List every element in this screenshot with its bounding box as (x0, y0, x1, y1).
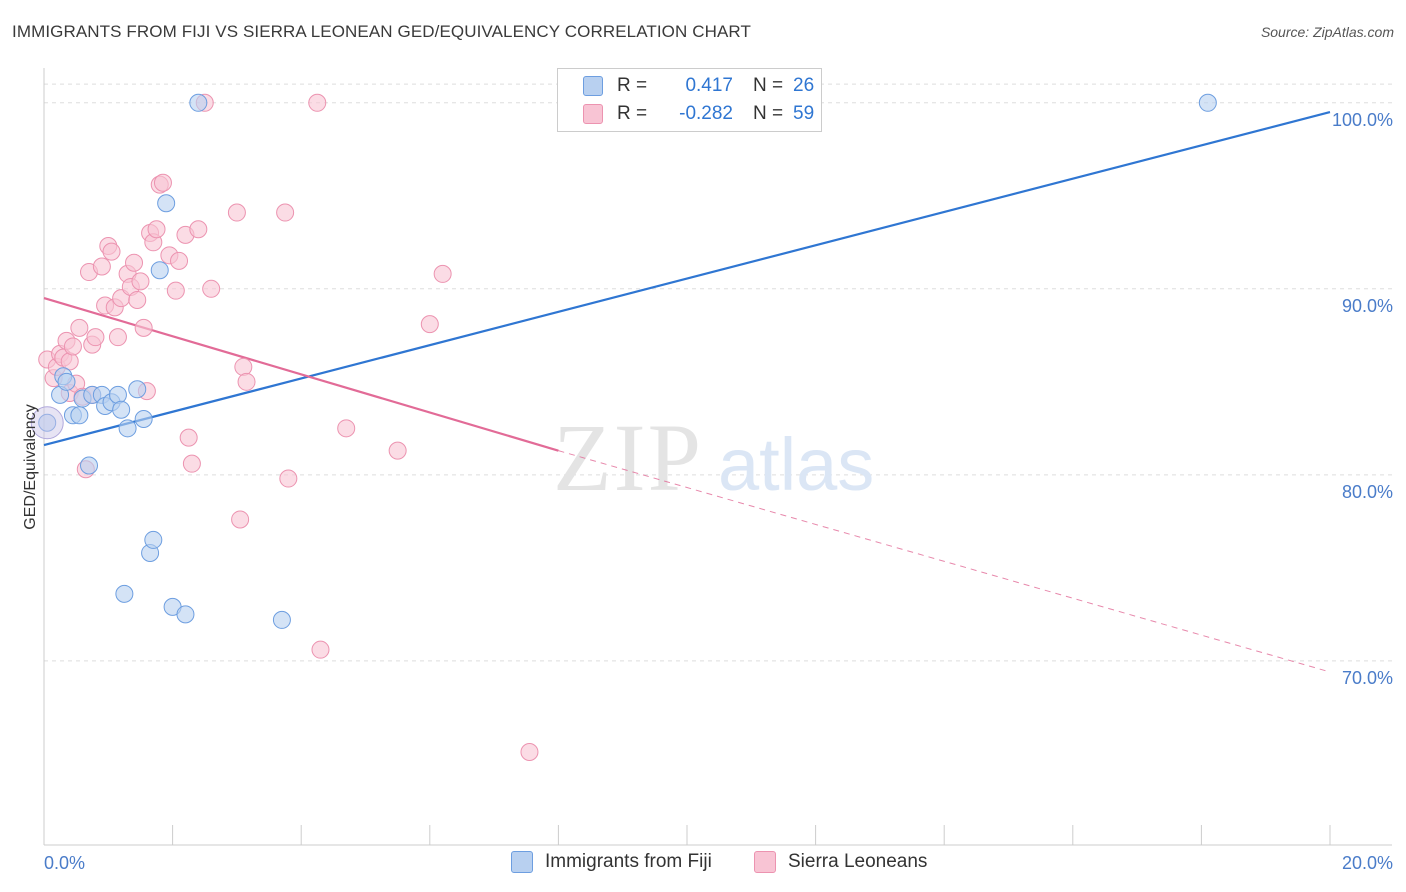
pink-data-point (189, 220, 208, 239)
blue-data-point (118, 419, 137, 438)
y-tick-label: 80.0% (1342, 482, 1393, 502)
correlation-legend: R = 0.417 N = 26 R = -0.282 N = 59 (557, 68, 822, 132)
legend-label-sierra: Sierra Leoneans (788, 851, 928, 872)
blue-data-point (189, 93, 208, 112)
blue-data-point (115, 584, 134, 603)
blue-data-point (70, 406, 89, 425)
x-tick-label: 0.0% (44, 853, 85, 873)
pink-data-point (237, 372, 256, 391)
legend-item-sierra[interactable]: Sierra Leoneans (754, 851, 927, 873)
legend-r-value: -0.282 (679, 103, 733, 124)
legend-label-fiji: Immigrants from Fiji (545, 851, 712, 872)
pink-data-point (520, 742, 539, 761)
blue-data-point (112, 400, 131, 419)
pink-data-point (202, 279, 221, 298)
pink-data-point (234, 357, 253, 376)
data-points (30, 93, 1217, 761)
legend-r-label: R = (617, 103, 648, 124)
pink-data-point (311, 640, 330, 659)
pink-data-point (279, 469, 298, 488)
chart-title: IMMIGRANTS FROM FIJI VS SIERRA LEONEAN G… (12, 22, 751, 41)
blue-data-point (1198, 93, 1217, 112)
legend-n-value: 26 (793, 75, 815, 96)
blue-data-point (80, 456, 99, 475)
tick-labels: 100.0% 90.0% 80.0% 70.0% 0.0% 20.0% (44, 110, 1393, 873)
legend-swatch-fiji (511, 851, 533, 873)
pink-data-point (92, 257, 111, 276)
x-tick-label: 20.0% (1342, 853, 1393, 873)
pink-data-point (420, 315, 439, 334)
pink-data-point (86, 328, 105, 347)
blue-data-point (57, 372, 76, 391)
blue-data-point (157, 194, 176, 213)
pink-data-point (308, 93, 327, 112)
watermark-atlas: atlas (718, 423, 874, 506)
watermark: ZIP atlas (553, 404, 874, 511)
legend-r-value: 0.417 (685, 75, 733, 96)
series-legend: Immigrants from Fiji Sierra Leoneans (0, 851, 1406, 879)
pink-data-point (337, 419, 356, 438)
legend-item-fiji[interactable]: Immigrants from Fiji (511, 851, 712, 873)
watermark-zip: ZIP (553, 404, 703, 511)
pink-data-point (125, 253, 144, 272)
pink-data-point (70, 318, 89, 337)
blue-data-point (38, 413, 57, 432)
blue-data-point (150, 261, 169, 280)
blue-data-point (176, 605, 195, 624)
pink-data-point (433, 264, 452, 283)
legend-swatch-sierra (754, 851, 776, 873)
blue-data-point (144, 530, 163, 549)
pink-data-point (147, 220, 166, 239)
legend-n-label: N = (753, 103, 784, 124)
source-label: Source: ZipAtlas.com (1260, 24, 1394, 40)
pink-data-point (131, 272, 150, 291)
legend-row-sierra: R = -0.282 N = 59 (558, 100, 814, 128)
pink-data-point (128, 290, 147, 309)
pink-data-point (63, 337, 82, 356)
legend-n-value: 59 (793, 103, 815, 124)
pink-trend-extension (558, 450, 1331, 673)
pink-data-point (388, 441, 407, 460)
pink-data-point (153, 173, 172, 192)
blue-data-point (134, 410, 153, 429)
pink-data-point (179, 428, 198, 447)
pink-data-point (102, 242, 121, 261)
legend-row-fiji: R = 0.417 N = 26 (558, 72, 814, 100)
blue-data-point (128, 380, 147, 399)
y-tick-label: 100.0% (1332, 110, 1393, 130)
y-axis-label: GED/Equivalency (22, 404, 39, 529)
blue-trend-line (43, 111, 1331, 447)
legend-n-label: N = (753, 75, 784, 96)
overlap-data-point (30, 406, 64, 440)
blue-data-point (108, 385, 127, 404)
pink-data-point (182, 454, 201, 473)
trend-lines (43, 111, 1331, 673)
axes (43, 68, 1392, 846)
pink-data-point (227, 203, 246, 222)
pink-trend-line (43, 297, 559, 452)
pink-data-point (166, 281, 185, 300)
pink-data-point (134, 318, 153, 337)
legend-swatch-sierra (583, 104, 603, 124)
pink-data-point (170, 251, 189, 270)
pink-data-point (231, 510, 250, 529)
pink-data-point (276, 203, 295, 222)
y-tick-label: 90.0% (1342, 296, 1393, 316)
blue-data-point (272, 610, 291, 629)
legend-r-label: R = (617, 75, 648, 96)
pink-data-point (108, 328, 127, 347)
legend-swatch-fiji (583, 76, 603, 96)
y-tick-label: 70.0% (1342, 668, 1393, 688)
